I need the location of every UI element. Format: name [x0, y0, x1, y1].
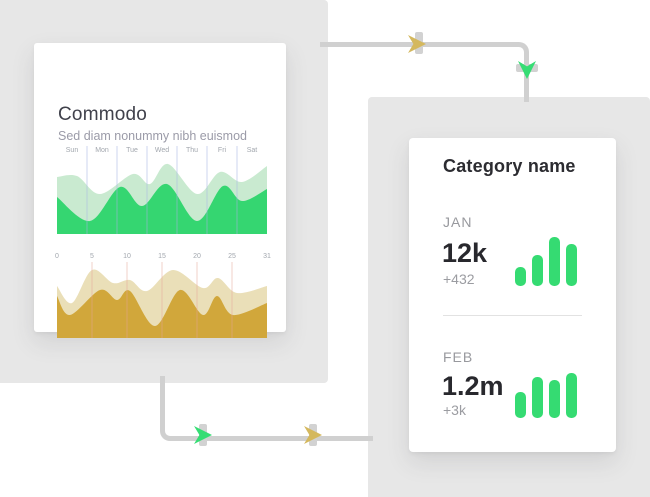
month-chart-front-area	[57, 289, 267, 338]
connector-bottom-line	[160, 376, 373, 441]
mini-bar	[566, 373, 577, 418]
stat-value-feb: 1.2m	[442, 371, 504, 401]
month-chart-axis-label: 15	[158, 253, 166, 260]
week-chart-axis-label: Wed	[154, 147, 170, 154]
mini-bar	[549, 380, 560, 418]
month-chart-axis-label: 25	[228, 253, 236, 260]
connector-top-line	[320, 42, 529, 102]
card-title: Commodo	[58, 104, 148, 125]
category-stats-card[interactable]: Category name JAN 12k +432 FEB 1.2m +3k	[409, 138, 616, 452]
commodo-chart-card[interactable]: Commodo Sed diam nonummy nibh euismod Su…	[34, 43, 286, 338]
week-chart-axis-label: Sat	[246, 147, 258, 154]
stat-delta-feb: +3k	[443, 402, 466, 418]
week-chart-front-area	[57, 183, 267, 234]
week-chart-axis-label: Sun	[65, 147, 79, 154]
month-chart-axis-label: 31	[263, 253, 271, 260]
mini-bar-chart-jan	[515, 237, 577, 286]
week-chart-axis-label: Mon	[95, 147, 109, 154]
category-card-title: Category name	[443, 156, 576, 176]
card-subtitle: Sed diam nonummy nibh euismod	[58, 129, 247, 143]
month-chart-axis-label: 5	[90, 253, 94, 260]
mini-bar-chart-feb	[515, 373, 577, 418]
week-chart-svg	[57, 146, 267, 234]
stat-value-jan: 12k	[442, 238, 488, 268]
monthly-area-chart: 0 5 10 15 20 25 31	[55, 252, 271, 338]
mini-bar	[532, 377, 543, 418]
month-chart-axis-label: 0	[55, 253, 59, 260]
week-chart-axis-label: Fri	[217, 147, 227, 154]
mini-bar	[515, 267, 526, 286]
stat-period-feb: FEB	[443, 349, 474, 365]
mini-bar	[549, 237, 560, 286]
weekly-area-chart: Sun Mon Tue Wed Thu Fri Sat	[57, 146, 267, 234]
mini-bar	[566, 244, 577, 286]
mini-bar	[515, 392, 526, 418]
week-chart-axis-label: Thu	[185, 147, 199, 154]
month-chart-axis-label: 10	[123, 253, 131, 260]
stat-delta-jan: +432	[443, 271, 475, 287]
month-chart-axis-label: 20	[193, 253, 201, 260]
mini-bar	[532, 255, 543, 286]
month-chart-svg	[57, 262, 267, 338]
stat-period-jan: JAN	[443, 214, 473, 230]
week-chart-axis-label: Tue	[126, 147, 138, 154]
card-divider	[443, 315, 582, 316]
